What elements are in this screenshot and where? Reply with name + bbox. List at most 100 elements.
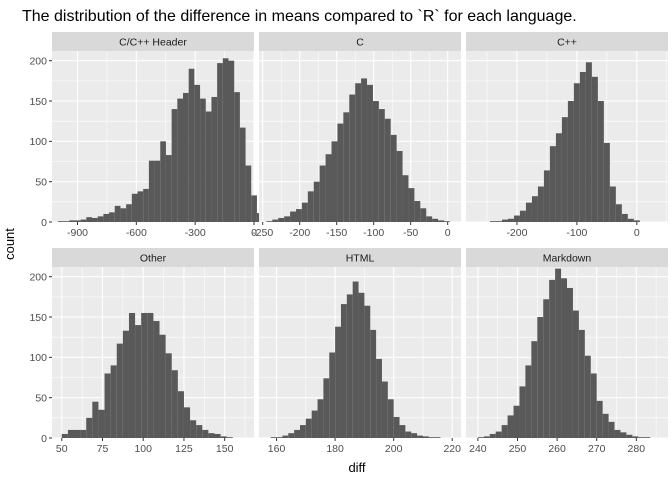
histogram-bar [251,195,257,222]
histogram-bar [319,165,326,222]
histogram-bar [393,417,400,438]
histogram-bar [214,433,221,438]
x-tick-label: 100 [134,443,152,455]
x-tick-label: 240 [469,443,487,455]
y-tick-label: 150 [29,96,47,108]
y-tick-label: 100 [29,352,47,364]
histogram-bar [638,437,645,438]
histogram-bar [426,216,433,222]
histogram-bar [422,436,429,438]
histogram-bar [154,160,161,222]
histogram-bar [489,221,496,222]
histogram-bar [483,436,490,438]
histogram-bar [86,417,93,438]
histogram-bar [555,133,562,222]
facet-panels: C/C++ Header -900 -600 -300 0 0 50 100 150 200 C -2… [29,32,668,455]
histogram-bar [183,92,189,223]
x-axis: -250 -200 -150 -100 -50 0 [252,222,451,239]
histogram-bar [621,213,628,222]
y-tick-label: 0 [41,217,47,229]
histogram-bar [104,373,111,438]
y-tick-label: 50 [35,176,47,188]
x-tick-label: 0 [445,227,451,239]
x-tick-label: -200 [289,227,310,239]
x-tick-label: -100 [363,227,384,239]
histogram-bar [402,175,409,222]
histogram-bar [417,435,423,438]
facet-other: Other 50 75 100 125 150 0 50 100 150 200 [29,248,254,455]
histogram-bar [190,420,197,438]
histogram-bar [543,299,550,438]
histogram-bar [620,432,627,438]
facet-strip-label: C [356,37,364,49]
histogram-bar [384,118,391,222]
facet-strip [466,248,668,267]
histogram-bar [220,436,227,438]
facet-strip-label: C++ [557,37,577,49]
histogram-bar [331,141,338,222]
histogram-bar [301,202,308,222]
histogram-bar [196,425,203,438]
histogram-bar [323,378,330,438]
histogram-bar [609,186,616,222]
histogram-bar [378,109,385,222]
histogram-bar [501,425,508,438]
x-axis: -200 -100 0 [506,222,640,239]
facet-strip [52,32,254,51]
histogram-bar [188,68,195,222]
histogram-bar [57,221,64,222]
histogram-bar [495,431,502,438]
histogram-bar [141,312,148,438]
histogram-bar [596,400,603,438]
histogram-bars [61,312,233,438]
histogram-bar [69,220,75,222]
histogram-bar [632,436,639,438]
histogram-bar [591,76,598,223]
histogram-bar [165,353,172,438]
facet-strip-label: C/C++ Header [119,37,187,49]
histogram-bar [367,84,373,223]
histogram-bar [438,220,444,222]
histogram-bar [67,429,74,438]
histogram-bar [171,109,178,222]
histogram-bar [537,317,544,438]
histogram-bar [92,401,99,438]
x-tick-label: 220 [443,443,461,455]
x-tick-label: 0 [634,227,640,239]
histogram-bar [420,208,427,222]
histogram-bar [284,216,291,222]
x-axis-title: diff [348,460,365,475]
facet-strip [52,248,254,267]
histogram-bar [165,155,172,222]
histogram-bar [626,434,633,438]
x-axis: 50 75 100 125 150 [56,438,234,455]
histogram-bar [411,433,418,438]
histogram-bar [311,410,318,438]
histogram-bar [276,437,283,438]
y-axis-title: count [2,228,17,260]
histogram-bar [364,305,371,438]
histogram-bar [352,281,359,438]
histogram-bar [325,154,332,222]
histogram-bar [477,437,484,438]
histogram-bar [525,365,532,438]
histogram-bar [346,294,353,438]
histogram-bars [57,58,263,223]
histogram-bar [217,63,223,222]
y-tick-label: 100 [29,136,47,148]
histogram-bar [390,134,397,222]
histogram-bar [98,409,105,438]
x-tick-label: -200 [506,227,527,239]
histogram-bar [608,421,615,438]
histogram-bar [549,146,556,222]
histogram-bar [372,101,379,222]
histogram-bar [116,343,123,438]
facet-c-c-header: C/C++ Header -900 -600 -300 0 0 50 100 150 200 [29,32,263,239]
histogram-bar [329,352,336,438]
x-tick-label: 50 [56,443,68,455]
histogram-bar [160,141,166,222]
histogram-bar [226,437,233,438]
histogram-bar [355,83,362,222]
histogram-bar [200,98,206,222]
facet-strip-label: HTML [346,253,375,265]
